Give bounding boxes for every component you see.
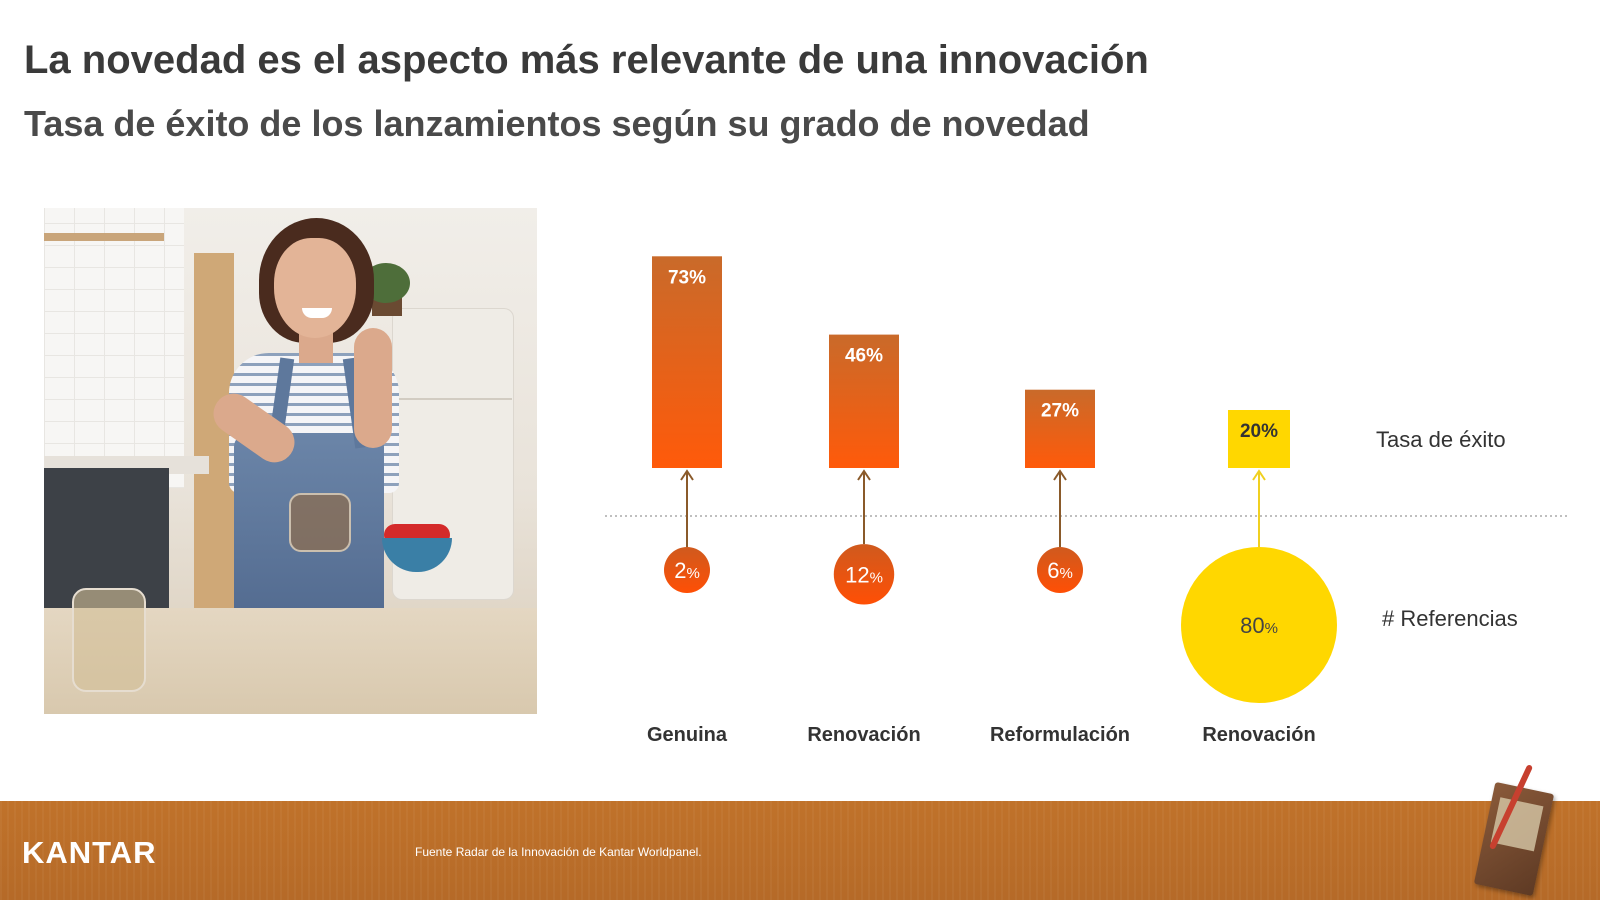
success-bar-3 [1228,410,1290,468]
reference-circle-2 [1037,547,1083,593]
success-label-1: 46% [845,346,883,367]
arrow-head-0 [680,469,694,481]
success-bar-0 [652,256,722,468]
reference-label-3: 80% [1240,613,1278,638]
reference-circle-0 [664,547,710,593]
success-label-3: 20% [1240,421,1278,442]
category-label-2: Reformulación [990,724,1130,746]
footer-band: KANTAR Fuente Radar de la Innovación de … [0,764,1600,900]
category-label-1: Renovación [807,724,920,746]
reference-label-0: 2% [674,558,700,583]
legend-referencias: # Referencias [1382,606,1518,631]
success-bar-1 [829,334,899,468]
woman-eating-snack-photo [44,208,537,714]
arrow-head-1 [857,469,871,481]
arrow-head-2 [1053,469,1067,481]
reference-label-1: 12% [845,562,883,587]
category-label-0: Genuina [647,724,728,746]
reference-circle-3 [1181,547,1337,703]
success-label-0: 73% [668,267,706,288]
success-label-2: 27% [1041,401,1079,422]
arrow-head-3 [1252,469,1266,481]
kantar-logo: KANTAR [22,835,157,870]
success-bar-2 [1025,389,1095,468]
source-note: Fuente Radar de la Innovación de Kantar … [415,845,702,859]
slide-subtitle: Tasa de éxito de los lanzamientos según … [24,103,1090,144]
category-label-3: Renovación [1202,724,1315,746]
slide-title: La novedad es el aspecto más relevante d… [24,38,1149,82]
reference-circle-1 [833,544,895,605]
reference-label-2: 6% [1047,558,1073,583]
legend-tasa-de-exito: Tasa de éxito [1376,427,1506,452]
